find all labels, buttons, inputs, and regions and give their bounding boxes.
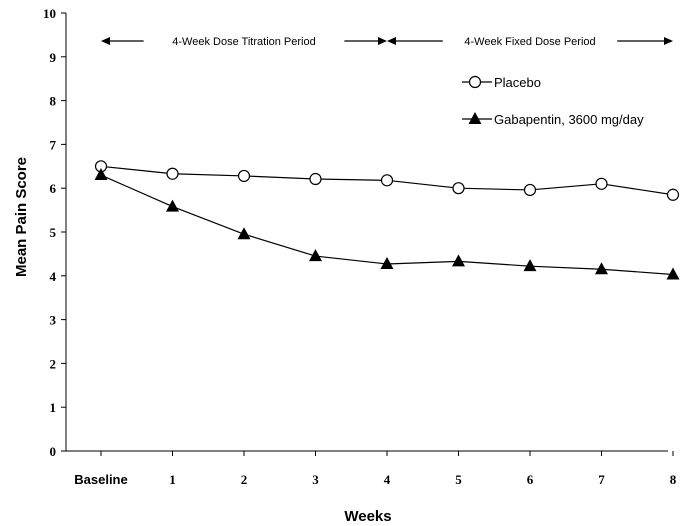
filled-triangle-icon (468, 112, 482, 124)
data-point (380, 174, 394, 187)
data-point (523, 259, 537, 272)
x-tick-label: 4 (384, 472, 391, 487)
data-point (666, 267, 680, 280)
data-point (595, 177, 608, 190)
y-tick-label: 5 (50, 225, 57, 240)
data-point (237, 169, 251, 183)
y-tick-label: 10 (43, 6, 56, 21)
y-tick-label: 2 (50, 356, 57, 371)
y-tick-label: 9 (50, 50, 57, 65)
y-tick-label: 8 (50, 94, 57, 109)
legend-label: Gabapentin, 3600 mg/day (494, 112, 644, 127)
data-point (452, 182, 465, 195)
series-placebo (94, 160, 680, 201)
data-point (237, 227, 251, 240)
legend: Placebo Gabapentin, 3600 mg/day (462, 75, 644, 127)
period-annotation: 4-Week Fixed Dose Period (387, 36, 673, 48)
x-tick-label: Baseline (74, 472, 127, 487)
period-annotations: 4-Week Dose Titration Period 4-Week Fixed… (101, 36, 673, 48)
data-point (166, 199, 179, 212)
y-tick-label: 0 (50, 444, 57, 459)
period-annotation: 4-Week Dose Titration Period (101, 36, 387, 48)
y-tick-labels: 0 1 2 3 4 5 6 7 8 9 10 (43, 6, 66, 459)
x-axis-title: Weeks (344, 508, 391, 525)
y-axis-title: Mean Pain Score (13, 157, 30, 277)
data-point (380, 256, 394, 269)
data-point (309, 249, 322, 262)
arrowhead-left-icon (387, 37, 396, 45)
y-tick-label: 6 (50, 181, 57, 196)
legend-label: Placebo (494, 75, 541, 90)
x-tick-label: 8 (670, 472, 677, 487)
arrowhead-left-icon (101, 37, 110, 45)
x-tick-label: 1 (169, 472, 176, 487)
axes (65, 13, 668, 452)
open-circle-icon (468, 75, 482, 89)
data-point (523, 183, 537, 197)
x-tick-label: 7 (598, 472, 605, 487)
series-gabapentin (94, 168, 680, 280)
x-tick-label: 6 (527, 472, 534, 487)
arrowhead-right-icon (378, 37, 387, 45)
data-point (595, 262, 608, 275)
x-tick-label: 3 (312, 472, 319, 487)
x-tick-label: 5 (455, 472, 462, 487)
y-tick-label: 3 (50, 313, 57, 328)
series-layer (94, 160, 680, 280)
x-tick-labels: Baseline 1 2 3 4 5 6 7 8 (74, 451, 677, 487)
data-point (94, 168, 108, 181)
period-label: 4-Week Fixed Dose Period (464, 36, 595, 48)
y-tick-label: 1 (50, 400, 57, 415)
data-point (452, 254, 465, 267)
legend-item: Placebo (462, 75, 541, 90)
y-tick-label: 4 (50, 269, 57, 284)
data-point (309, 172, 322, 186)
legend-item: Gabapentin, 3600 mg/day (462, 112, 644, 127)
data-point (166, 167, 179, 180)
y-tick-label: 7 (50, 137, 57, 152)
period-label: 4-Week Dose Titration Period (172, 36, 315, 48)
arrowhead-right-icon (664, 37, 673, 45)
x-tick-label: 2 (241, 472, 248, 487)
data-point (666, 188, 680, 201)
